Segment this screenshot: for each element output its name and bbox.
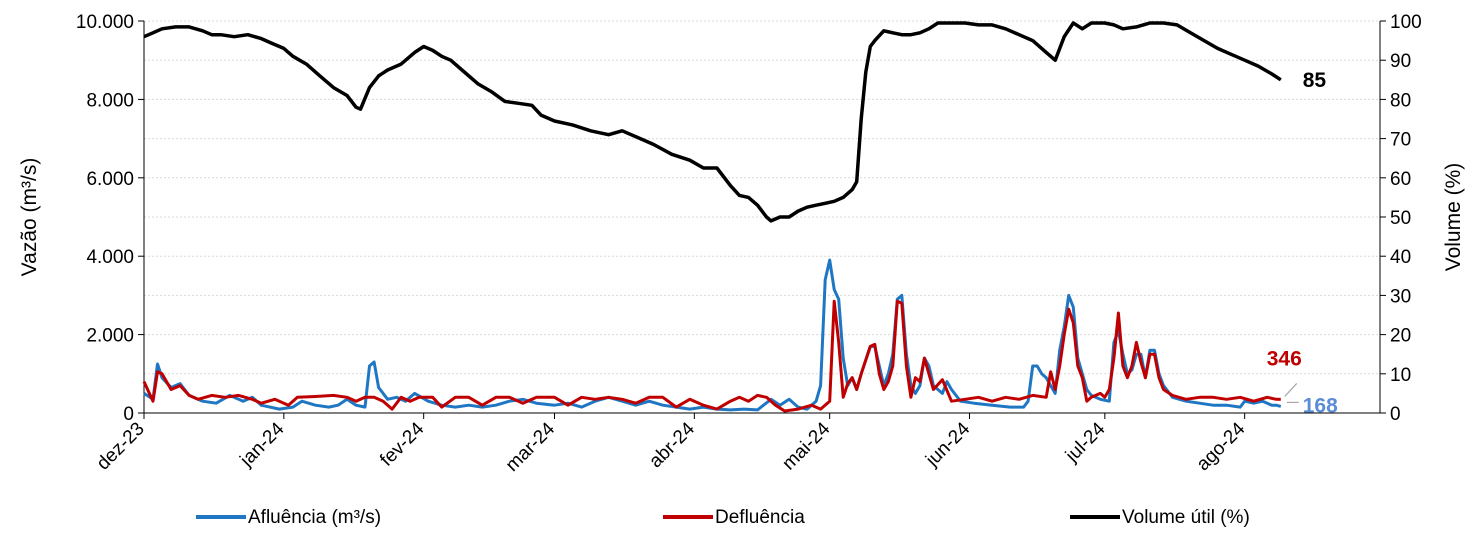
right-tick-label: 30 <box>1390 286 1411 307</box>
right-tick-label: 20 <box>1390 326 1411 347</box>
defluencia-leader-line <box>1284 383 1298 397</box>
right-tick-label: 100 <box>1390 12 1422 33</box>
x-tick-label: abr-24 <box>645 418 699 472</box>
x-tick-label: ago-24 <box>1193 418 1250 475</box>
legend-label-1: Defluência <box>715 507 805 528</box>
grid-lines <box>144 20 1380 375</box>
left-axis-title: Vazão (m³/s) <box>18 158 41 277</box>
end-labels: 85 346 168 <box>1267 69 1338 418</box>
left-tick-label: 6.000 <box>86 169 134 190</box>
series-lines <box>142 21 1282 413</box>
right-tick-label: 90 <box>1390 51 1411 72</box>
left-tick-label: 4.000 <box>86 247 134 268</box>
right-tick-label: 50 <box>1390 208 1411 229</box>
left-tick-label: 2.000 <box>86 326 134 347</box>
x-axis-ticks: dez-23 jan-24 fev-24 mar-24 abr-24 mai-24 jun-… <box>93 413 1250 476</box>
right-tick-label: 80 <box>1390 90 1411 111</box>
x-tick-label: mar-24 <box>502 418 560 476</box>
x-tick-label: jan-24 <box>236 418 289 471</box>
right-axis-ticks: 0 10 20 30 40 50 60 70 80 90 100 <box>1380 12 1422 425</box>
series-line-1 <box>142 299 1281 413</box>
x-tick-label: jun-24 <box>921 418 974 471</box>
right-tick-label: 10 <box>1390 365 1411 386</box>
left-axis-ticks: 0 2.000 4.000 6.000 8.000 10.000 <box>76 12 144 425</box>
afluencia-end-label: 168 <box>1303 394 1338 417</box>
right-axis-title: Volume (%) <box>1442 163 1465 272</box>
legend: Afluência (m³/s) Defluência Volume útil (%… <box>196 507 1250 528</box>
left-tick-label: 0 <box>123 404 134 425</box>
volume-end-label: 85 <box>1303 69 1327 92</box>
x-tick-label: fev-24 <box>376 418 428 470</box>
legend-label-2: Volume útil (%) <box>1122 507 1250 528</box>
right-tick-label: 40 <box>1390 247 1411 268</box>
left-tick-label: 8.000 <box>86 90 134 111</box>
x-tick-label: mai-24 <box>778 418 834 474</box>
legend-label-0: Afluência (m³/s) <box>248 507 381 528</box>
defluencia-end-label: 346 <box>1267 347 1302 370</box>
right-tick-label: 60 <box>1390 169 1411 190</box>
x-tick-label: jul-24 <box>1061 418 1110 467</box>
left-tick-label: 10.000 <box>76 12 134 33</box>
x-tick-label: dez-23 <box>93 419 149 475</box>
right-tick-label: 0 <box>1390 404 1401 425</box>
series-line-2 <box>143 21 1282 223</box>
right-tick-label: 70 <box>1390 130 1411 151</box>
